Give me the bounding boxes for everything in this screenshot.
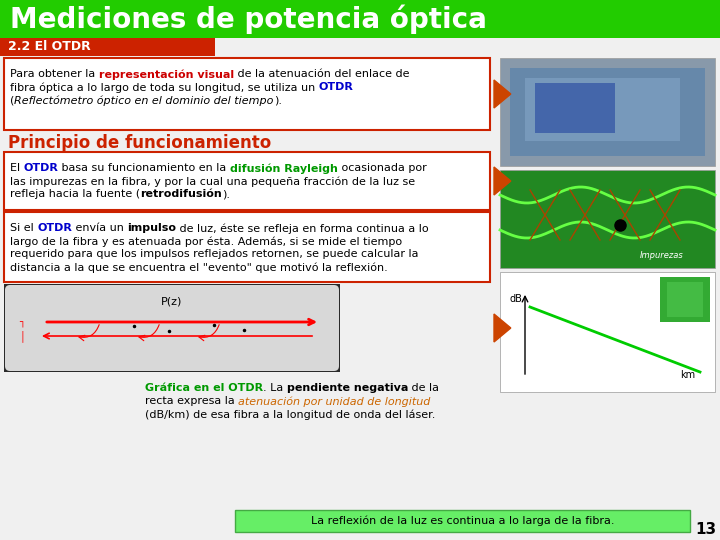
Polygon shape: [494, 167, 510, 195]
Bar: [500, 58, 715, 166]
Bar: [4, 212, 490, 282]
Text: las impurezas en la fibra, y por la cual una pequeña fracción de la luz se: las impurezas en la fibra, y por la cual…: [10, 176, 415, 187]
Text: dB: dB: [510, 294, 523, 304]
Bar: [4, 58, 490, 130]
Text: de luz, éste se refleja en forma continua a lo: de luz, éste se refleja en forma continu…: [176, 223, 429, 234]
Text: representación visual: representación visual: [99, 69, 234, 80]
Bar: [525, 78, 680, 141]
Text: pendiente negativa: pendiente negativa: [287, 383, 408, 393]
Text: atenuación por unidad de longitud: atenuación por unidad de longitud: [238, 396, 431, 407]
FancyBboxPatch shape: [5, 285, 339, 371]
Text: Principio de funcionamiento: Principio de funcionamiento: [8, 134, 271, 152]
Bar: [510, 68, 705, 156]
Bar: [4, 284, 340, 372]
Text: largo de la fibra y es atenuada por ésta. Además, si se mide el tiempo: largo de la fibra y es atenuada por ésta…: [10, 236, 402, 247]
Bar: [4, 152, 490, 210]
Bar: [667, 282, 703, 317]
Text: Si el: Si el: [10, 223, 37, 233]
Text: basa su funcionamiento en la: basa su funcionamiento en la: [58, 163, 230, 173]
Text: ).: ).: [222, 189, 230, 199]
Text: OTDR: OTDR: [37, 223, 72, 233]
Text: OTDR: OTDR: [24, 163, 58, 173]
Text: km: km: [680, 370, 695, 380]
Text: de la: de la: [408, 383, 439, 393]
Bar: [0, 0, 720, 38]
Text: Gráfica en el OTDR: Gráfica en el OTDR: [145, 383, 263, 393]
Text: ocasionada por: ocasionada por: [338, 163, 427, 173]
Text: 2.2 El OTDR: 2.2 El OTDR: [8, 40, 91, 53]
Text: OTDR: OTDR: [319, 82, 354, 92]
Bar: [500, 272, 715, 392]
Text: envía un: envía un: [72, 223, 127, 233]
Bar: [660, 277, 710, 322]
Text: (dB/km) de esa fibra a la longitud de onda del láser.: (dB/km) de esa fibra a la longitud de on…: [145, 409, 436, 420]
Text: impulso: impulso: [127, 223, 176, 233]
Text: 13: 13: [696, 522, 716, 537]
Text: El: El: [10, 163, 24, 173]
Text: . La: . La: [263, 383, 287, 393]
Text: retrodifusión: retrodifusión: [140, 189, 222, 199]
Text: distancia a la que se encuentra el "evento" que motivó la reflexión.: distancia a la que se encuentra el "even…: [10, 262, 388, 273]
Bar: [0, 38, 215, 56]
Text: de la atenuación del enlace de: de la atenuación del enlace de: [234, 69, 410, 79]
Polygon shape: [494, 314, 510, 342]
Text: La reflexión de la luz es continua a lo larga de la fibra.: La reflexión de la luz es continua a lo …: [311, 516, 614, 526]
Bar: [235, 510, 690, 532]
Text: Para obtener la: Para obtener la: [10, 69, 99, 79]
Text: ┐
│: ┐ │: [19, 318, 25, 342]
Text: Impurezas: Impurezas: [640, 251, 684, 260]
Text: recta expresa la: recta expresa la: [145, 396, 238, 406]
Text: Reflectómetro óptico en el dominio del tiempo: Reflectómetro óptico en el dominio del t…: [14, 95, 274, 106]
Text: Mediciones de potencia óptica: Mediciones de potencia óptica: [10, 4, 487, 33]
Text: fibra óptica a lo largo de toda su longitud, se utiliza un: fibra óptica a lo largo de toda su longi…: [10, 82, 319, 93]
Text: ).: ).: [274, 95, 282, 105]
Bar: [500, 170, 715, 268]
Polygon shape: [494, 80, 510, 108]
Text: requerido para que los impulsos reflejados retornen, se puede calcular la: requerido para que los impulsos reflejad…: [10, 249, 418, 259]
Bar: [535, 83, 615, 133]
Text: refleja hacia la fuente (: refleja hacia la fuente (: [10, 189, 140, 199]
Text: P(z): P(z): [161, 296, 183, 306]
Text: (: (: [10, 95, 14, 105]
Text: difusión Rayleigh: difusión Rayleigh: [230, 163, 338, 174]
